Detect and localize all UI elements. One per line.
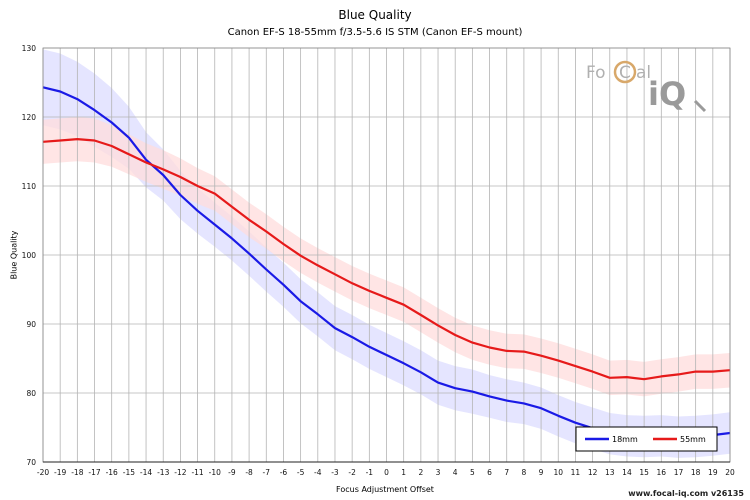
x-tick-label: 13 (605, 468, 615, 477)
x-tick-label: -2 (348, 468, 356, 477)
legend: 18mm 55mm (575, 426, 718, 452)
x-tick-label: 12 (588, 468, 598, 477)
x-tick-label: 2 (418, 468, 423, 477)
x-tick-label: 18 (691, 468, 701, 477)
y-tick-label: 80 (26, 389, 36, 398)
x-tick-label: -4 (314, 468, 322, 477)
x-tick-label: -3 (331, 468, 339, 477)
x-tick-label: -9 (228, 468, 236, 477)
x-tick-label: 4 (453, 468, 458, 477)
logo-text-al: al (636, 63, 651, 83)
x-tick-label: 1 (401, 468, 406, 477)
logo-text-fo: Fo (586, 63, 606, 83)
x-tick-label: -10 (209, 468, 221, 477)
x-tick-label: 6 (487, 468, 492, 477)
x-tick-label: 5 (470, 468, 475, 477)
logo-ring (613, 60, 637, 84)
y-tick-label: 120 (22, 113, 37, 122)
x-tick-label: -18 (71, 468, 83, 477)
tick-labels: -20 -19 -18 -17 -16 -15 -14 -13 -12 -11 -10 -9 -8 -7-… (22, 44, 735, 477)
x-tick-label: -7 (263, 468, 271, 477)
logo-magnifier-handle (693, 99, 707, 113)
x-axis-label: Focus Adjustment Offset (336, 485, 434, 494)
x-tick-label: 19 (708, 468, 718, 477)
x-tick-label: 7 (504, 468, 509, 477)
x-tick-label: -13 (157, 468, 169, 477)
chart-subtitle: Canon EF-S 18-55mm f/3.5-5.6 IS STM (Can… (227, 27, 523, 38)
axes (42, 47, 731, 463)
x-tick-label: -20 (37, 468, 49, 477)
y-tick-label: 70 (26, 458, 36, 467)
x-tick-label: -1 (366, 468, 374, 477)
y-tick-label: 90 (26, 320, 36, 329)
legend-label-18mm: 18mm (612, 435, 638, 444)
x-tick-label: -11 (191, 468, 203, 477)
x-tick-label: 15 (639, 468, 649, 477)
x-tick-label: 17 (674, 468, 684, 477)
x-tick-label: -5 (297, 468, 305, 477)
x-tick-label: 8 (522, 468, 527, 477)
watermark: www.focal-iq.com v26135 (628, 489, 744, 498)
x-tick-label: -17 (88, 468, 100, 477)
y-tick-label: 130 (22, 44, 37, 53)
x-tick-label: -12 (174, 468, 186, 477)
x-tick-label: 20 (725, 468, 735, 477)
x-tick-label: -19 (54, 468, 66, 477)
x-tick-label: -14 (140, 468, 152, 477)
x-tick-label: 16 (657, 468, 667, 477)
x-tick-label: 0 (384, 468, 389, 477)
x-tick-label: -16 (106, 468, 118, 477)
x-tick-label: 3 (436, 468, 441, 477)
x-tick-label: -15 (123, 468, 135, 477)
y-axis-label: Blue Quality (9, 230, 19, 280)
chart-title: Blue Quality (338, 8, 412, 22)
grid-lines (42, 47, 731, 463)
x-tick-label: -6 (280, 468, 288, 477)
series-line-55mm (42, 138, 731, 381)
logo-text-c: C (619, 63, 631, 83)
x-tick-label: 9 (539, 468, 544, 477)
x-tick-label: -8 (245, 468, 253, 477)
x-tick-label: 14 (622, 468, 632, 477)
x-tick-label: 11 (571, 468, 581, 477)
x-tick-label: 10 (553, 468, 563, 477)
legend-label-55mm: 55mm (680, 435, 706, 444)
y-tick-label: 110 (22, 182, 37, 191)
logo-text-iq: iQ (648, 75, 686, 113)
y-tick-label: 100 (22, 251, 37, 260)
